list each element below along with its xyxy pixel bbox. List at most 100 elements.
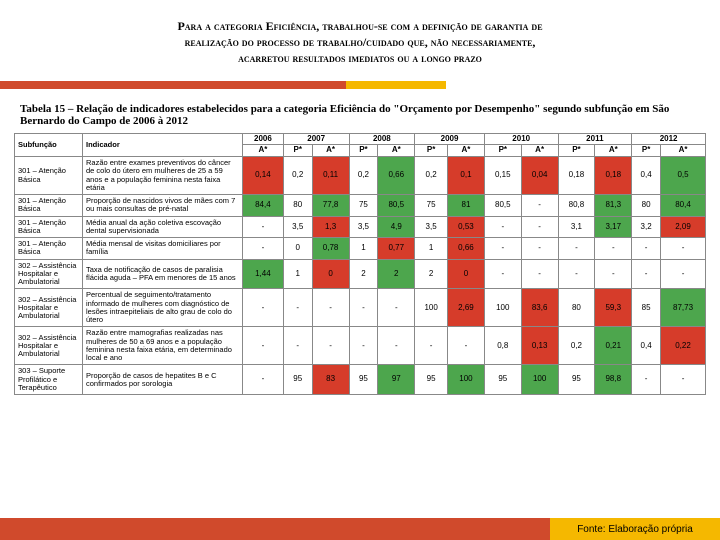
data-cell: - <box>243 365 284 395</box>
data-cell: 95 <box>283 365 312 395</box>
sub-a-2012: A* <box>661 145 706 157</box>
data-cell: - <box>243 327 284 365</box>
data-cell: 80 <box>283 195 312 217</box>
data-cell: 0,4 <box>632 157 661 195</box>
sub-a-2011: A* <box>595 145 632 157</box>
data-cell: 1 <box>415 238 448 260</box>
table-body: 301 – Atenção BásicaRazão entre exames p… <box>15 157 706 395</box>
cell-subfuncao: 301 – Atenção Básica <box>15 216 83 238</box>
col-2008: 2008 <box>349 133 415 145</box>
table-row: 302 – Assistência Hospitalar e Ambulator… <box>15 259 706 289</box>
data-cell: 75 <box>415 195 448 217</box>
data-cell: - <box>312 327 349 365</box>
cell-indicador: Percentual de seguimento/tratamento info… <box>83 289 243 327</box>
data-cell: 0,2 <box>415 157 448 195</box>
data-cell: 0,21 <box>595 327 632 365</box>
data-cell: 2 <box>415 259 448 289</box>
data-cell: 3,2 <box>632 216 661 238</box>
table-caption: Tabela 15 – Relação de indicadores estab… <box>0 99 720 133</box>
data-cell: 1 <box>283 259 312 289</box>
data-cell: 0,14 <box>243 157 284 195</box>
data-cell: 0,5 <box>661 157 706 195</box>
data-cell: 100 <box>415 289 448 327</box>
col-2007: 2007 <box>283 133 349 145</box>
data-cell: 100 <box>448 365 485 395</box>
data-cell: - <box>595 259 632 289</box>
table-row: 301 – Atenção BásicaMédia anual da ação … <box>15 216 706 238</box>
data-cell: 3,17 <box>595 216 632 238</box>
header-row-1: Subfunção Indicador 2006 2007 2008 2009 … <box>15 133 706 145</box>
sub-a-2008: A* <box>378 145 415 157</box>
cell-subfuncao: 302 – Assistência Hospitalar e Ambulator… <box>15 259 83 289</box>
accent-red <box>0 81 396 89</box>
data-cell: 3,5 <box>415 216 448 238</box>
slide-header: Para a categoria Eficiência, trabalhou-s… <box>0 0 720 75</box>
data-cell: 0,2 <box>558 327 595 365</box>
data-cell: 95 <box>349 365 378 395</box>
table-row: 301 – Atenção BásicaRazão entre exames p… <box>15 157 706 195</box>
data-cell: 0,53 <box>448 216 485 238</box>
data-cell: 2,69 <box>448 289 485 327</box>
sub-a-2007: A* <box>312 145 349 157</box>
data-cell: - <box>521 238 558 260</box>
sub-p-2010: P* <box>484 145 521 157</box>
data-cell: - <box>378 289 415 327</box>
data-cell: - <box>243 216 284 238</box>
cell-indicador: Média anual da ação coletiva escovação d… <box>83 216 243 238</box>
data-cell: - <box>243 289 284 327</box>
data-cell: - <box>349 327 378 365</box>
header-line-2: realização do processo de trabalho/cuida… <box>50 34 670 50</box>
data-cell: - <box>521 259 558 289</box>
data-cell: - <box>558 259 595 289</box>
data-cell: - <box>312 289 349 327</box>
sub-p-2012: P* <box>632 145 661 157</box>
data-cell: 80,4 <box>661 195 706 217</box>
data-cell: 0,77 <box>378 238 415 260</box>
data-cell: 85 <box>632 289 661 327</box>
data-cell: 3,5 <box>349 216 378 238</box>
cell-subfuncao: 302 – Assistência Hospitalar e Ambulator… <box>15 289 83 327</box>
indicator-table: Subfunção Indicador 2006 2007 2008 2009 … <box>14 133 706 396</box>
data-cell: 3,1 <box>558 216 595 238</box>
data-cell: 95 <box>415 365 448 395</box>
table-container: Subfunção Indicador 2006 2007 2008 2009 … <box>0 133 720 396</box>
cell-indicador: Taxa de notificação de casos de paralisi… <box>83 259 243 289</box>
header-line-3: acarretou resultados imediatos ou a long… <box>50 50 670 66</box>
col-2006: 2006 <box>243 133 284 145</box>
sub-p-2008: P* <box>349 145 378 157</box>
col-2010: 2010 <box>484 133 558 145</box>
cell-subfuncao: 301 – Atenção Básica <box>15 238 83 260</box>
data-cell: 0,04 <box>521 157 558 195</box>
data-cell: 0,4 <box>632 327 661 365</box>
cell-subfuncao: 301 – Atenção Básica <box>15 195 83 217</box>
data-cell: 81 <box>448 195 485 217</box>
data-cell: 84,4 <box>243 195 284 217</box>
data-cell: - <box>632 238 661 260</box>
data-cell: - <box>484 216 521 238</box>
data-cell: 2 <box>378 259 415 289</box>
sub-a-2009: A* <box>448 145 485 157</box>
data-cell: 100 <box>521 365 558 395</box>
data-cell: - <box>243 238 284 260</box>
data-cell: 80,5 <box>378 195 415 217</box>
data-cell: - <box>595 238 632 260</box>
sub-p-2007: P* <box>283 145 312 157</box>
data-cell: 1,3 <box>312 216 349 238</box>
data-cell: 0,2 <box>349 157 378 195</box>
col-subfuncao: Subfunção <box>15 133 83 157</box>
data-cell: - <box>558 238 595 260</box>
data-cell: - <box>661 259 706 289</box>
table-row: 303 – Suporte Profilático e TerapêuticoP… <box>15 365 706 395</box>
data-cell: - <box>484 238 521 260</box>
data-cell: 2 <box>349 259 378 289</box>
table-row: 301 – Atenção BásicaProporção de nascido… <box>15 195 706 217</box>
cell-indicador: Razão entre mamografias realizadas nas m… <box>83 327 243 365</box>
data-cell: 2,09 <box>661 216 706 238</box>
data-cell: 81,3 <box>595 195 632 217</box>
cell-indicador: Média mensal de visitas domiciliares por… <box>83 238 243 260</box>
data-cell: 98,8 <box>595 365 632 395</box>
data-cell: - <box>415 327 448 365</box>
data-cell: 0,11 <box>312 157 349 195</box>
data-cell: 83 <box>312 365 349 395</box>
data-cell: 80 <box>632 195 661 217</box>
